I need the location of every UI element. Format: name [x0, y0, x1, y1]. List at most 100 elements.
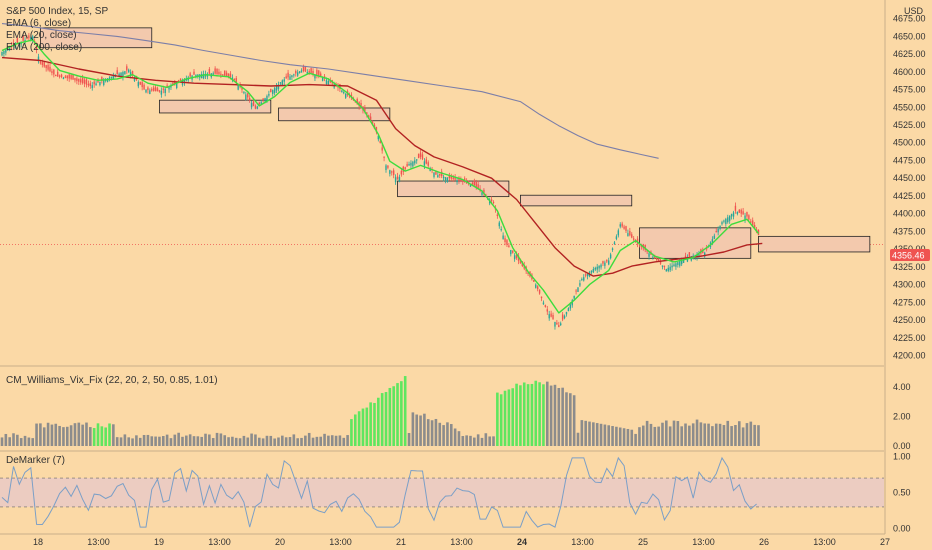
vix-bar: [42, 427, 46, 446]
vix-bar: [553, 384, 557, 446]
candle-body: [233, 78, 236, 80]
candle-body: [60, 74, 63, 78]
indicator-ema20-label: EMA (20, close): [6, 30, 77, 41]
candle-body: [222, 74, 224, 76]
candle-body: [156, 88, 159, 92]
vix-tick-label: 0.00: [893, 441, 911, 451]
vix-bar: [657, 426, 660, 446]
vix-bar: [19, 438, 23, 446]
candle-body: [68, 74, 70, 79]
candle-body: [145, 89, 147, 93]
candle-body: [270, 88, 272, 93]
vix-bar: [273, 438, 276, 446]
vix-bar: [123, 434, 127, 446]
candle-body: [248, 97, 251, 101]
candle-body: [95, 83, 97, 86]
candle-body: [160, 90, 163, 95]
time-tick-label: 13:00: [208, 537, 231, 547]
candle-body: [56, 71, 59, 77]
candle-body: [72, 74, 74, 80]
vix-bar: [69, 425, 73, 446]
grid-layer: [0, 0, 886, 535]
candle-body: [506, 240, 508, 245]
candle-body: [8, 47, 11, 50]
candle-body: [45, 65, 47, 69]
candle-body: [565, 311, 568, 315]
candle-body: [471, 182, 474, 185]
vix-bar: [434, 418, 438, 446]
currency-label: USD: [904, 6, 924, 16]
candle-body: [515, 254, 518, 258]
price-tick-label: 4525.00: [893, 120, 926, 130]
vix-bar: [89, 427, 92, 446]
candle-body: [604, 262, 606, 266]
candle-body: [129, 72, 132, 76]
candle-body: [408, 164, 410, 166]
candle-body: [640, 245, 643, 247]
candle-body: [746, 212, 748, 217]
vix-bar: [100, 426, 104, 446]
candle-body: [498, 222, 500, 227]
candle-body: [400, 170, 403, 175]
vix-bar: [415, 414, 419, 446]
vix-bar: [23, 435, 27, 446]
vix-bar: [753, 424, 756, 446]
vix-bar: [188, 434, 192, 446]
vix-bar: [569, 393, 572, 446]
candle-body: [417, 153, 420, 159]
candle-body: [141, 82, 143, 88]
vix-bar: [242, 435, 246, 446]
candle-body: [318, 70, 320, 76]
vix-bar: [8, 437, 11, 446]
candle-body: [87, 83, 90, 86]
vix-bar: [668, 426, 672, 446]
time-tick-label: 25: [638, 537, 648, 547]
candle-body: [166, 85, 168, 88]
candle-body: [404, 167, 406, 170]
vix-bar: [430, 420, 434, 446]
candle-body: [396, 176, 399, 180]
candle-body: [573, 295, 575, 299]
candle-body: [536, 286, 539, 290]
vix-bar: [703, 423, 707, 446]
candle-body: [617, 230, 620, 236]
candle-body: [732, 212, 735, 217]
vix-bar: [173, 434, 177, 446]
candle-body: [577, 287, 579, 292]
candle-body: [170, 85, 172, 88]
candle-body: [252, 101, 255, 106]
candle-body: [208, 69, 211, 74]
candle-body: [510, 250, 512, 255]
candle-body: [369, 116, 372, 122]
candle-body: [37, 56, 40, 62]
vix-bar: [85, 422, 88, 446]
vix-bar: [534, 380, 538, 446]
vix-bar: [507, 389, 511, 446]
candle-body: [540, 296, 543, 299]
price-tick-label: 4500.00: [893, 138, 926, 148]
vix-bar: [115, 437, 119, 446]
candle-body: [711, 239, 714, 244]
candle-body: [560, 323, 562, 326]
vix-bar: [737, 421, 741, 446]
candle-body: [439, 173, 441, 176]
vix-pane: [0, 376, 760, 446]
candle-body: [241, 87, 243, 90]
candle-body: [158, 90, 161, 92]
candle-body: [279, 82, 282, 84]
indicator-ema6-label: EMA (6, close): [6, 18, 71, 29]
candle-body: [164, 88, 166, 94]
vix-bar: [319, 436, 323, 446]
candle-body: [260, 102, 262, 104]
time-tick-label: 18: [33, 537, 43, 547]
vix-bar: [426, 419, 430, 446]
candle-body: [425, 159, 428, 164]
candle-body: [379, 140, 381, 144]
vix-bar: [511, 388, 515, 446]
candle-body: [212, 73, 214, 75]
candle-body: [110, 76, 113, 78]
candle-body: [93, 81, 95, 85]
candle-body: [306, 72, 308, 74]
candle-body: [304, 66, 307, 72]
candle-body: [721, 222, 723, 225]
